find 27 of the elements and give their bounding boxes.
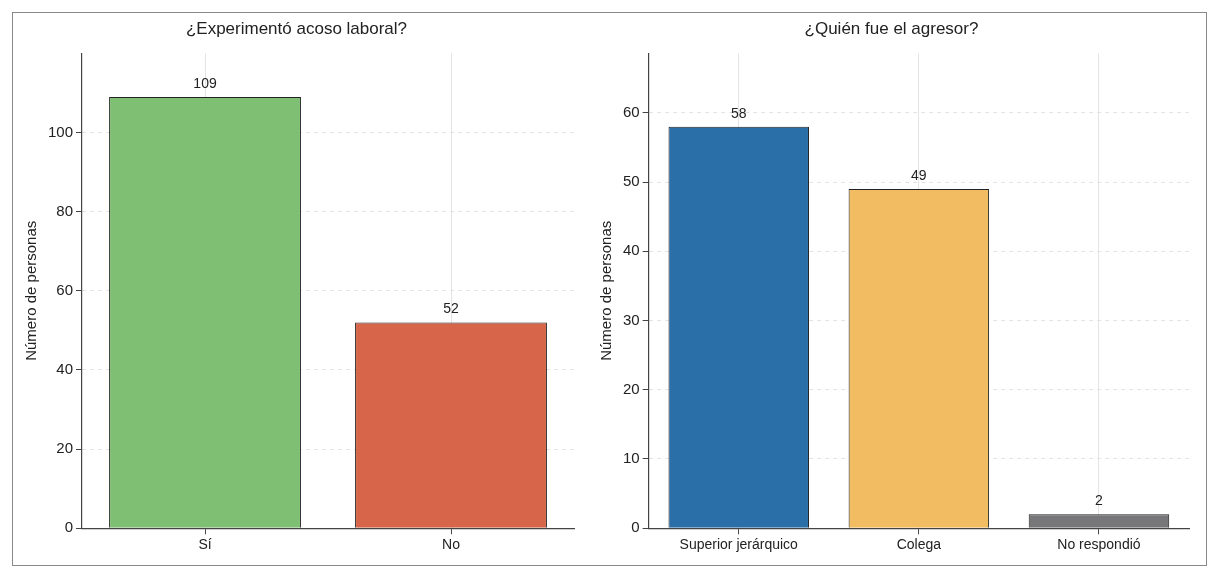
y-tick-label: 60 bbox=[56, 280, 74, 298]
data-label: 52 bbox=[443, 300, 459, 317]
y-tick-label: 40 bbox=[623, 241, 640, 259]
y-tick-label: 20 bbox=[623, 379, 640, 397]
x-tick-label: No respondió bbox=[1057, 536, 1141, 553]
x-tick-label: Colega bbox=[896, 536, 942, 553]
y-tick-label: 50 bbox=[623, 172, 640, 190]
x-tick-label: Superior jerárquico bbox=[679, 536, 799, 553]
y-tick-label: 0 bbox=[631, 518, 640, 536]
y-axis-title: Número de personas bbox=[22, 220, 40, 361]
y-tick-label: 10 bbox=[623, 449, 640, 467]
data-label: 2 bbox=[1095, 492, 1104, 509]
data-label: 49 bbox=[911, 166, 927, 183]
y-tick-label: 80 bbox=[56, 201, 74, 219]
x-tick-label: Sí bbox=[198, 536, 212, 553]
x-tick-label: No bbox=[442, 536, 461, 553]
y-tick-label: 60 bbox=[623, 103, 640, 121]
y-tick-label: 0 bbox=[64, 518, 74, 536]
y-tick-label: 20 bbox=[56, 439, 74, 457]
y-tick-label: 30 bbox=[623, 310, 640, 328]
data-label: 58 bbox=[730, 104, 747, 121]
y-tick-label: 40 bbox=[56, 360, 74, 378]
data-label: 109 bbox=[193, 74, 217, 91]
y-tick-label: 100 bbox=[48, 122, 74, 140]
y-axis-title: Número de personas bbox=[597, 220, 615, 361]
chart-title: ¿Experimentó acoso laboral? bbox=[185, 18, 408, 38]
chart-title: ¿Quién fue el agresor? bbox=[804, 18, 979, 38]
